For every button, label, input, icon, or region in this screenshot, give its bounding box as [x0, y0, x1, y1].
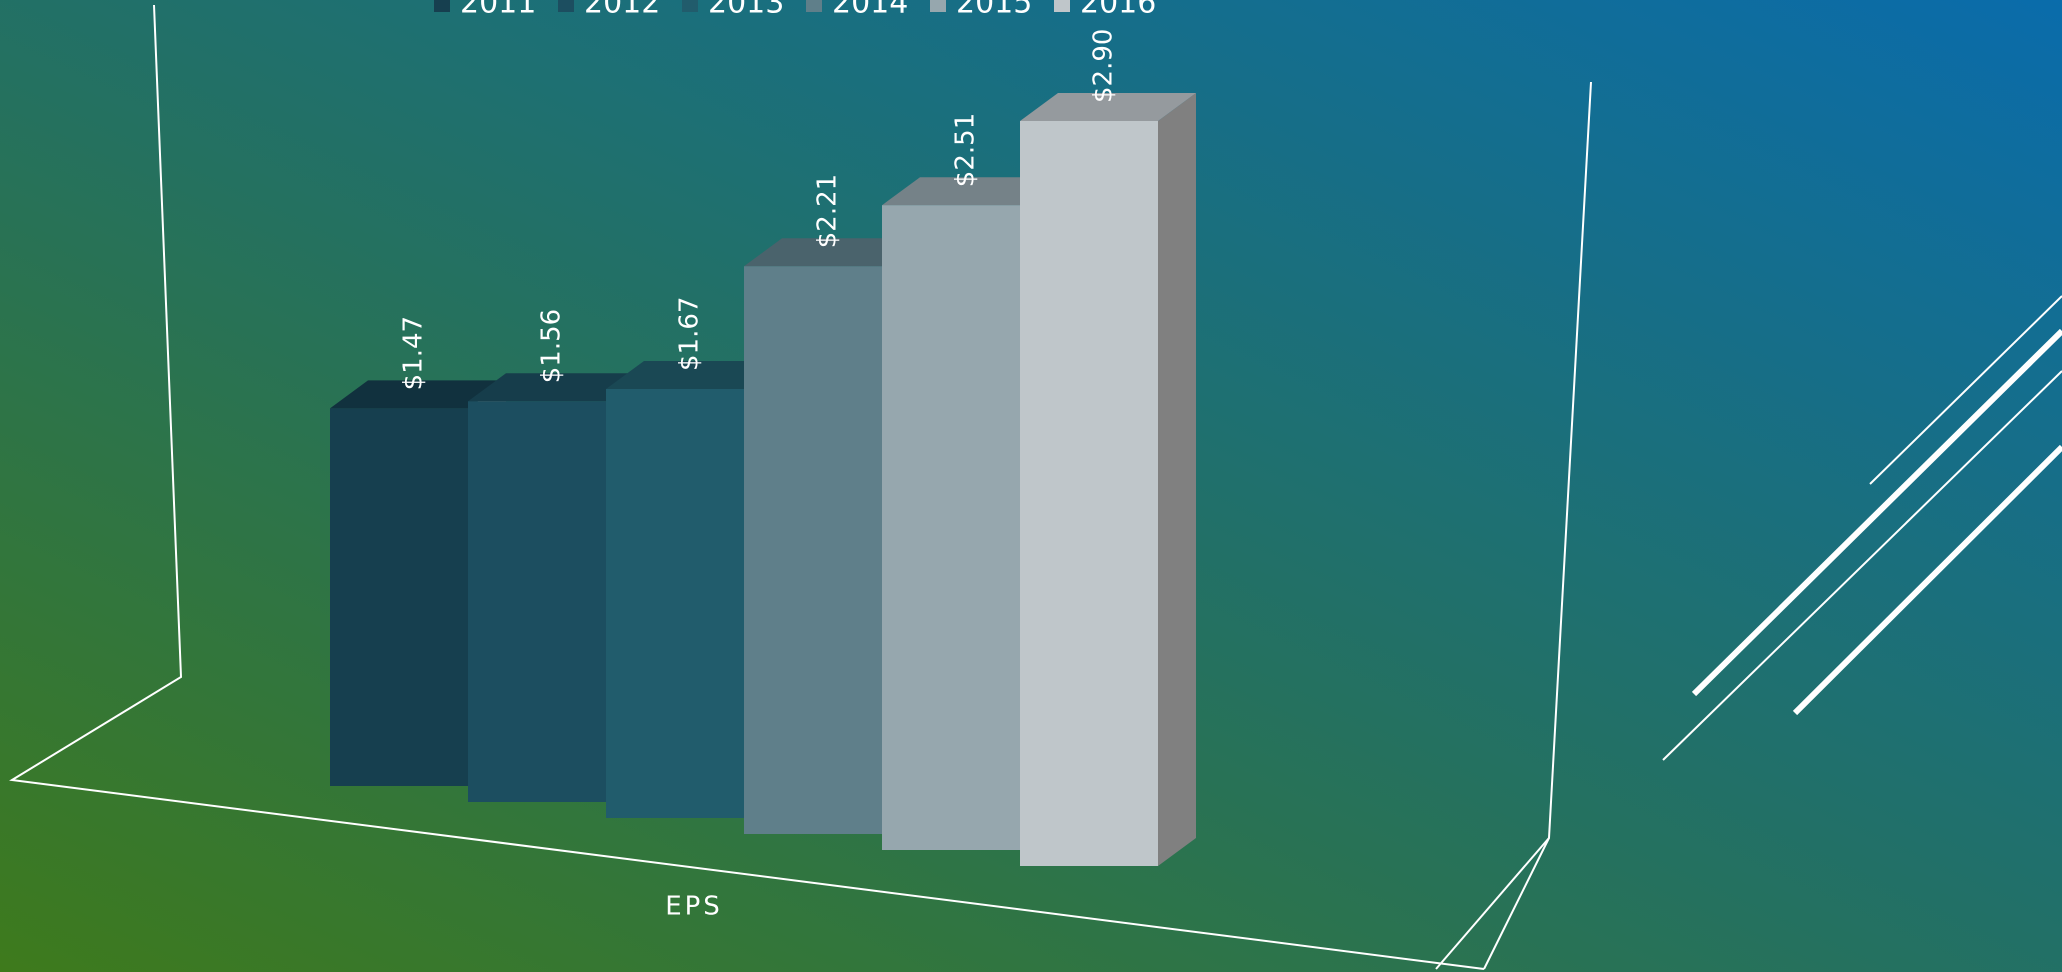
legend-swatch	[806, 0, 822, 12]
value-label: $2.21	[813, 174, 843, 248]
decor-line	[1869, 295, 2062, 485]
legend-label: 2014	[832, 0, 908, 21]
bar-top	[330, 380, 506, 409]
bar-top	[744, 238, 920, 267]
bar-top	[882, 177, 1058, 206]
bar	[606, 388, 744, 818]
value-label: $1.67	[675, 297, 705, 371]
decor-line	[1662, 370, 2062, 761]
legend-label: 2013	[708, 0, 784, 21]
legend-swatch	[682, 0, 698, 12]
legend-swatch	[1054, 0, 1070, 12]
floor-wall	[9, 4, 1485, 970]
legend-label: 2015	[956, 0, 1032, 21]
bar	[330, 408, 468, 786]
value-label: $2.51	[951, 113, 981, 187]
bar-top	[468, 373, 644, 402]
legend-label: 2011	[460, 0, 536, 21]
bar	[468, 401, 606, 802]
legend-label: 2012	[584, 0, 660, 21]
floor-edge	[1435, 837, 1550, 970]
legend-swatch	[930, 0, 946, 12]
legend: 2011 2012 2013 2014 2015 2016	[434, 0, 1156, 21]
frame-lines	[9, 4, 2062, 970]
bar	[882, 205, 1020, 851]
bar-group: $2.90	[1020, 29, 1196, 866]
bar-top	[1020, 93, 1196, 121]
value-label: $2.90	[1089, 29, 1119, 103]
decor-line	[1792, 444, 2062, 716]
bar	[744, 266, 882, 834]
legend-swatch	[558, 0, 574, 12]
bar-top	[606, 360, 782, 389]
decor-line	[1691, 328, 2062, 697]
legend-label: 2016	[1080, 0, 1156, 21]
bar-side	[1158, 93, 1196, 866]
legend-swatch	[434, 0, 450, 12]
value-label: $1.47	[399, 316, 429, 390]
category-label: EPS	[665, 892, 723, 922]
bar	[1020, 121, 1158, 866]
value-label: $1.56	[537, 309, 567, 383]
